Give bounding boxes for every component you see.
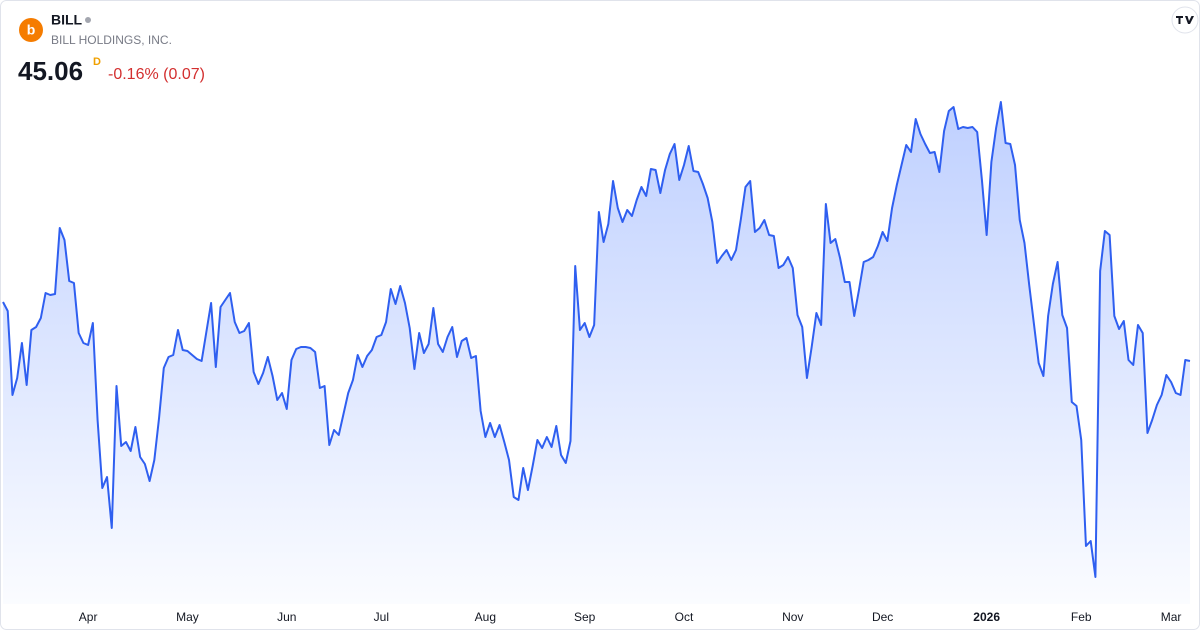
x-tick-label: Jul (374, 610, 389, 624)
logo-letter: b (27, 22, 36, 38)
status-dot (85, 17, 91, 23)
x-tick-label: Jun (277, 610, 296, 624)
x-tick-label: May (176, 610, 199, 624)
company-name: BILL HOLDINGS, INC. (51, 33, 172, 47)
x-tick-label: Feb (1071, 610, 1092, 624)
interval: D (93, 56, 101, 68)
x-tick-label: Apr (79, 610, 98, 624)
plot-area: Apr May Jun Jul Aug Sep Oct Nov Dec 2026 Feb Mar (2, 101, 1191, 624)
symbol: BILL (51, 12, 83, 28)
price-change: -0.16% (0.07) (108, 66, 205, 83)
x-tick-label: 2026 (973, 610, 1000, 624)
price: 45.06 (18, 56, 83, 86)
x-tick-label: Dec (872, 610, 893, 624)
logo-badge (19, 18, 43, 42)
x-tick-label: Oct (675, 610, 694, 624)
brand-logo (1171, 6, 1199, 34)
price-line (2, 101, 1191, 578)
area-fill (3, 102, 1190, 604)
x-tick-label: Mar (1161, 610, 1182, 624)
x-tick-label: Aug (475, 610, 496, 624)
header: b BILL BILL HOLDINGS, INC. 45.06 D -0.16… (18, 12, 205, 86)
x-tick-label: Nov (782, 610, 803, 624)
x-tick-label: Sep (574, 610, 596, 624)
